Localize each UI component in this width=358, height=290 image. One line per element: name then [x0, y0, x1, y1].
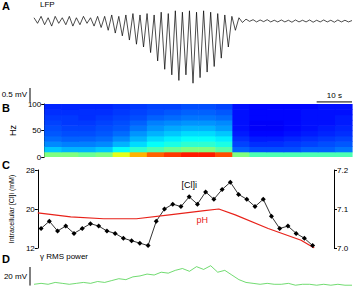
svg-text:12: 12: [26, 244, 35, 253]
svg-text:pH: pH: [197, 215, 209, 225]
svg-text:7.0: 7.0: [337, 244, 349, 253]
svg-text:20: 20: [26, 205, 35, 214]
svg-text:50: 50: [32, 126, 41, 135]
svg-text:7.2: 7.2: [337, 166, 349, 175]
svg-text:0: 0: [37, 153, 42, 162]
svg-text:B: B: [2, 102, 10, 114]
svg-text:Hz: Hz: [8, 125, 18, 136]
svg-text:Intracellular [Cl]i (mM): Intracellular [Cl]i (mM): [8, 175, 16, 243]
svg-text:100: 100: [28, 100, 42, 109]
svg-text:10 s: 10 s: [327, 91, 342, 100]
svg-text:28: 28: [26, 166, 35, 175]
svg-text:D: D: [2, 253, 10, 265]
svg-text:[Cl]i: [Cl]i: [181, 180, 197, 190]
svg-text:LFP: LFP: [40, 0, 55, 9]
svg-text:γ RMS power: γ RMS power: [40, 252, 88, 261]
svg-text:C: C: [2, 159, 10, 171]
svg-text:7.1: 7.1: [337, 205, 349, 214]
svg-text:A: A: [2, 0, 10, 12]
svg-text:20 mV: 20 mV: [4, 272, 28, 281]
svg-text:0.5 mV: 0.5 mV: [2, 90, 28, 99]
